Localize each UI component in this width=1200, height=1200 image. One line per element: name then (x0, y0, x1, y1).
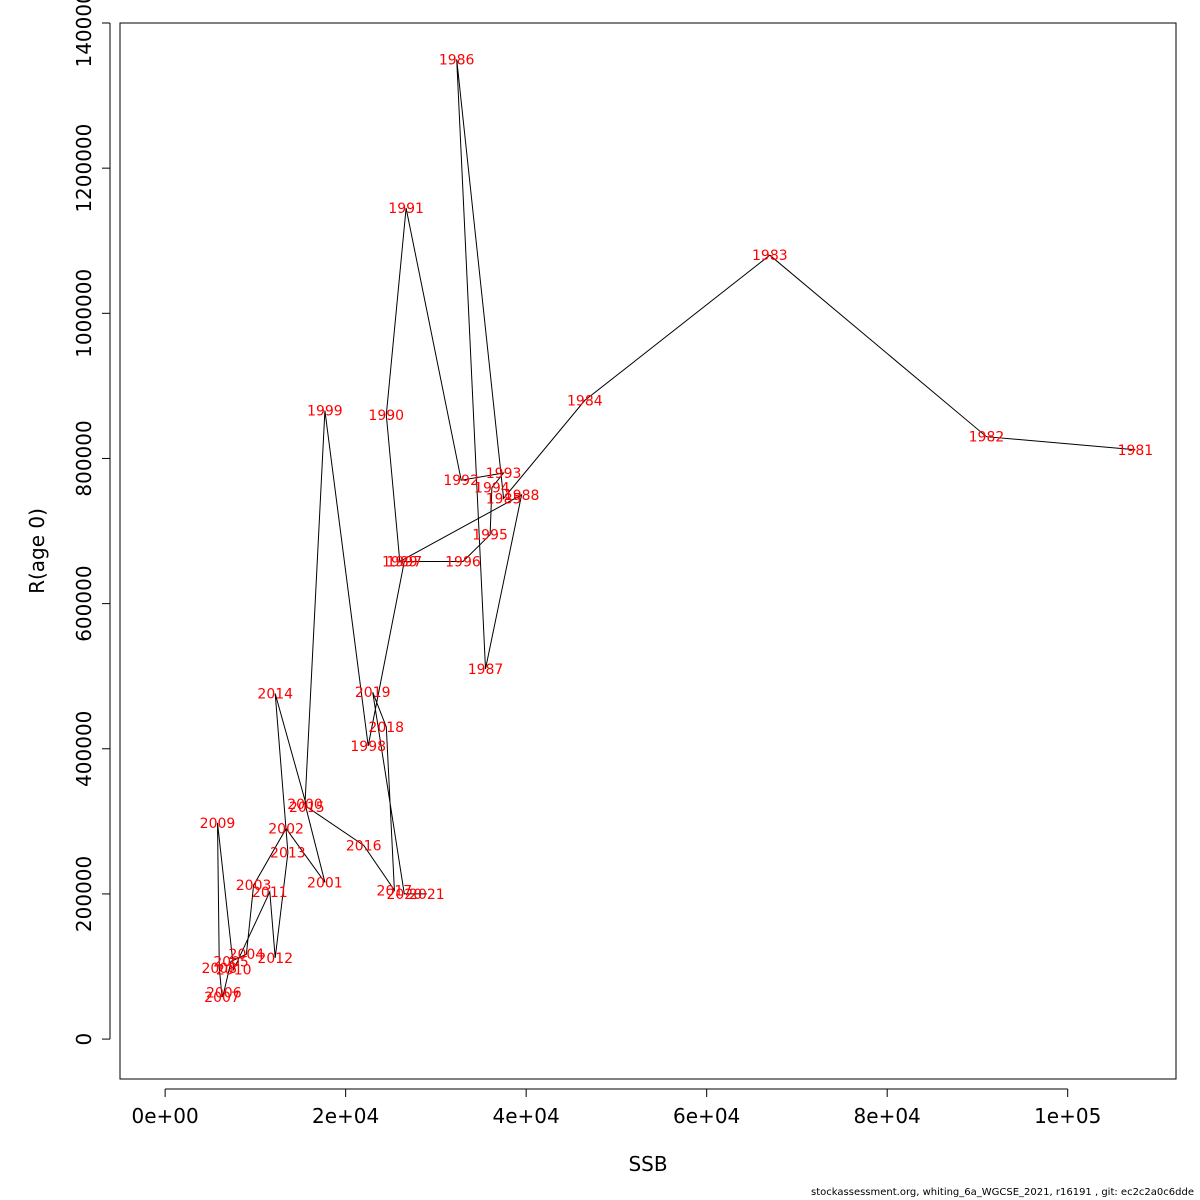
year-label-2017: 2017 (377, 883, 413, 899)
year-label-1988: 1988 (504, 488, 540, 504)
year-label-2013: 2013 (270, 846, 306, 862)
year-label-1987: 1987 (468, 662, 504, 678)
footer-credit: stockassessment.org, whiting_6a_WGCSE_20… (811, 1187, 1194, 1198)
x-tick-label: 4e+04 (493, 1104, 560, 1128)
year-label-2005: 2005 (213, 954, 249, 970)
year-label-2002: 2002 (268, 822, 304, 838)
year-label-1986: 1986 (439, 52, 475, 68)
year-label-2020: 2020 (386, 887, 422, 903)
year-label-1984: 1984 (567, 393, 603, 409)
year-label-2016: 2016 (346, 838, 382, 854)
year-label-2012: 2012 (257, 951, 293, 967)
x-tick-label: 2e+04 (312, 1104, 379, 1128)
year-label-1981: 1981 (1118, 443, 1154, 459)
plot-frame (119, 22, 1177, 1080)
year-label-2014: 2014 (257, 687, 293, 703)
y-tick-label: 1400000 (72, 0, 96, 68)
year-label-1996: 1996 (445, 555, 481, 571)
year-label-1995: 1995 (472, 528, 508, 544)
year-label-2004: 2004 (229, 947, 265, 963)
year-label-1998: 1998 (350, 739, 386, 755)
y-tick-label: 800000 (72, 420, 96, 496)
year-label-1985: 1985 (486, 491, 522, 507)
recruitment-series (217, 59, 1136, 998)
y-axis: 0 200000 400000 600000 800000 1000000 1200000 1… (72, 0, 111, 1046)
year-label-2001: 2001 (307, 875, 343, 891)
year-labels: 1981 1982 1983 1984 1985 1986 1987 1988 1989 1990… (200, 52, 1154, 1006)
year-label-1989: 1989 (382, 555, 418, 571)
year-label-1997: 1997 (386, 555, 422, 571)
year-label-1983: 1983 (752, 248, 788, 264)
year-label-2015: 2015 (289, 800, 325, 816)
y-axis-title: R(age 0) (25, 508, 49, 594)
year-label-2011: 2011 (252, 885, 288, 901)
x-axis-title: SSB (628, 1152, 667, 1176)
x-tick-label: 6e+04 (673, 1104, 740, 1128)
y-tick-label: 1200000 (72, 124, 96, 213)
year-label-1982: 1982 (969, 430, 1005, 446)
year-label-2007: 2007 (204, 990, 240, 1006)
y-tick-label: 1000000 (72, 269, 96, 358)
y-tick-label: 400000 (72, 711, 96, 787)
x-tick-label: 8e+04 (854, 1104, 921, 1128)
x-tick-label: 0e+00 (132, 1104, 199, 1128)
year-label-2000: 2000 (287, 797, 323, 813)
year-label-1993: 1993 (486, 466, 522, 482)
year-label-2010: 2010 (216, 962, 252, 978)
year-label-1999: 1999 (307, 404, 343, 420)
year-label-2009: 2009 (200, 816, 236, 832)
x-axis: 0e+00 2e+04 4e+04 6e+04 8e+04 1e+05 (132, 1088, 1101, 1128)
year-label-2018: 2018 (368, 720, 404, 736)
year-label-2021: 2021 (409, 887, 445, 903)
y-tick-label: 0 (72, 1033, 96, 1046)
year-label-2003: 2003 (236, 878, 272, 894)
year-label-1991: 1991 (388, 201, 424, 217)
year-label-1990: 1990 (368, 408, 404, 424)
x-tick-label: 1e+05 (1034, 1104, 1101, 1128)
year-label-1992: 1992 (443, 473, 479, 489)
series-line (217, 59, 1136, 998)
year-label-2019: 2019 (355, 685, 391, 701)
year-label-2006: 2006 (206, 986, 242, 1002)
year-label-1994: 1994 (474, 480, 510, 496)
y-tick-label: 200000 (72, 856, 96, 932)
y-tick-label: 600000 (72, 565, 96, 641)
year-label-2008: 2008 (201, 961, 237, 977)
